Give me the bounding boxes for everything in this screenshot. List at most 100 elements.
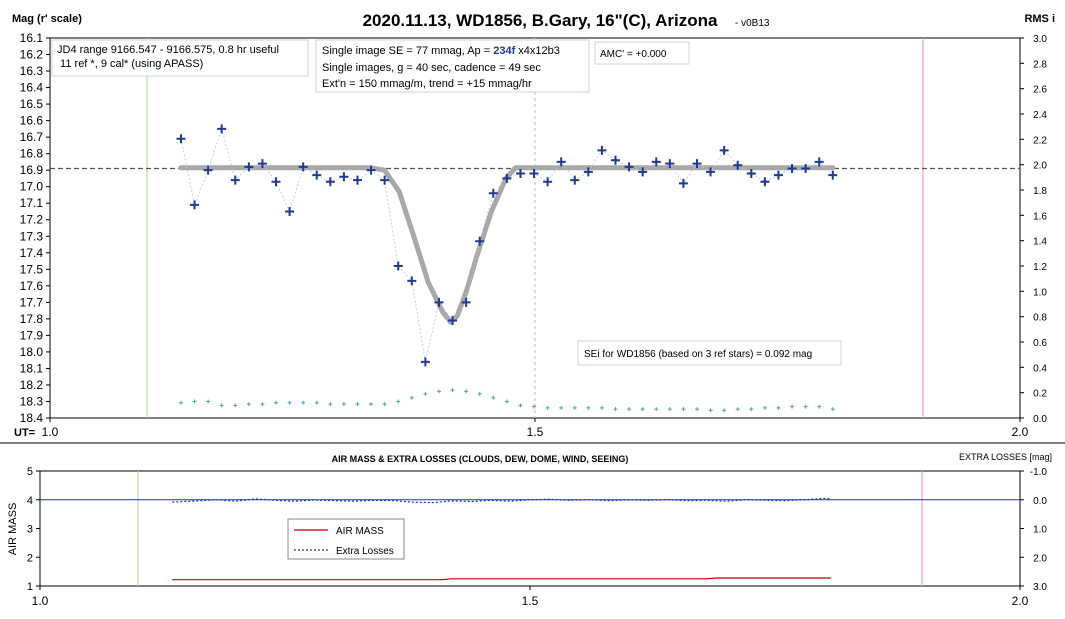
rms-point [382,402,387,407]
rms-point [328,402,333,407]
magnitude-point [678,178,688,188]
y-tick-label: 16.3 [20,64,44,78]
single-image-box: Single image SE = 77 mmag, Ap = 234f x4x… [315,39,590,93]
magnitude-point [583,167,593,177]
magnitude-point [407,276,417,286]
y-tick-label: 18.4 [20,411,44,425]
magnitude-point [529,168,539,178]
y-tick-label: 16.1 [20,31,44,45]
y-tick-label: 17.8 [20,312,44,326]
y2-tick-label: 0.4 [1033,363,1047,374]
magnitude-point [624,162,634,172]
bottom-y2-axis: -1.0 0.0 1.0 2.0 3.0 [1020,467,1047,593]
bottom-y2-tick-label: 2.0 [1033,553,1047,564]
magnitude-point [556,157,566,167]
rms-point [178,400,183,405]
rms-point [559,405,564,410]
y-tick-label: 18.1 [20,361,44,375]
rms-point [355,402,360,407]
y-tick-label: 17.5 [20,262,44,276]
y-tick-label: 17.9 [20,328,44,342]
magnitude-point [692,159,702,169]
rms-point [369,402,374,407]
rms-point [396,399,401,404]
bottom-y2-tick-label: 0.0 [1033,496,1047,507]
y-tick-label: 16.4 [20,81,44,95]
rms-point [341,402,346,407]
se-line3: Ext'n = 150 mmag/m, trend = +15 mmag/hr [322,78,532,90]
top-title-suffix: - v0B13 [735,18,770,29]
rms-point [722,408,727,413]
magnitude-point [801,164,811,174]
magnitude-connector [180,127,834,362]
top-xlabel: UT= [14,427,35,439]
y2-tick-label: 3.0 [1033,34,1047,45]
rms-point [572,405,577,410]
y-tick-label: 16.5 [20,97,44,111]
rms-point [423,391,428,396]
y-tick-label: 16.9 [20,163,44,177]
magnitude-point [760,177,770,187]
magnitude-point [543,177,553,187]
legend-airmass-label: AIR MASS [336,526,384,537]
sei-text: SEi for WD1856 (based on 3 ref stars) = … [584,349,812,360]
jd-range-line2: 11 ref *, 9 cal* (using APASS) [57,58,203,70]
magnitude-point [502,173,512,183]
bottom-x-tick-label: 1.5 [522,594,539,608]
rms-point [545,405,550,410]
magnitude-point [190,200,200,210]
y-tick-label: 16.7 [20,130,44,144]
magnitude-point [217,124,227,134]
bottom-legend: AIR MASS Extra Losses [287,518,405,560]
magnitude-point [380,175,390,185]
y-tick-label: 18.0 [20,345,44,359]
top-vlines [146,38,924,418]
jd-range-box: JD4 range 9166.547 - 9166.575, 0.8 hr us… [51,39,309,77]
rms-point [762,405,767,410]
y2-tick-label: 0.6 [1033,338,1047,349]
model-line [178,165,836,325]
rms-point [206,399,211,404]
x-tick-label: 1.0 [42,425,59,439]
y-tick-label: 17.2 [20,213,44,227]
y2-tick-label: 2.6 [1033,85,1047,96]
bottom-y-axis: 1 2 3 4 5 [27,466,40,593]
rms-point [287,400,292,405]
y-tick-label: 18.2 [20,378,44,392]
y-tick-label: 17.0 [20,180,44,194]
magnitude-point [448,316,458,326]
bottom-vlines [137,471,923,586]
magnitude-point [746,168,756,178]
rms-point [436,389,441,394]
rms-point [233,403,238,408]
y-tick-label: 17.3 [20,229,44,243]
rms-point [219,403,224,408]
magnitude-point [244,162,254,172]
rms-point [640,407,645,412]
rms-point [409,395,414,400]
rms-point [532,404,537,409]
rms-point [694,407,699,412]
rms-point [599,405,604,410]
top-ylabel: Mag (r' scale) [12,13,82,25]
top-y2-axis: 0.0 0.2 0.4 0.6 0.8 1.0 1.2 1.4 1.6 1.8 2.0 2.2 2.4 2… [1020,34,1047,425]
bottom-y-tick-label: 1 [27,581,33,593]
rms-point [681,407,686,412]
y2-tick-label: 1.2 [1033,262,1047,273]
rms-point [803,404,808,409]
bottom-y2-tick-label: 1.0 [1033,525,1047,536]
rms-point [504,399,509,404]
bottom-y2-tick-label: 3.0 [1033,582,1047,593]
y2-tick-label: 0.8 [1033,313,1047,324]
y2-tick-label: 1.0 [1033,287,1047,298]
rms-point [830,407,835,412]
bottom-y-tick-label: 3 [27,524,33,536]
bottom-y-tick-label: 5 [27,466,33,478]
magnitude-point [814,157,824,167]
y-tick-label: 18.3 [20,394,44,408]
magnitude-point [366,165,376,175]
rms-point [586,405,591,410]
y-tick-label: 17.1 [20,196,44,210]
rms-point [464,389,469,394]
